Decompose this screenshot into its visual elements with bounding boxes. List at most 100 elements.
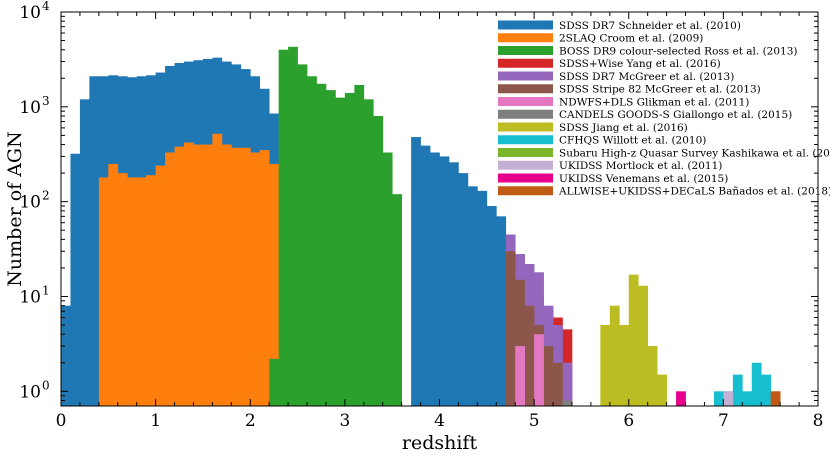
legend-swatch xyxy=(498,148,553,157)
legend: SDSS DR7 Schneider et al. (2010)2SLAQ Cr… xyxy=(498,20,830,198)
x-tick-label: 4 xyxy=(434,411,445,431)
bar-series6-bin48 xyxy=(515,346,526,406)
bar-series9-bin74 xyxy=(761,374,772,406)
y-tick-label-base: 10 xyxy=(19,287,41,307)
legend-swatch xyxy=(498,160,553,170)
bar-series1-bin14 xyxy=(193,144,204,406)
bar-series5-bin51 xyxy=(543,346,554,406)
legend-label: UKIDSS Venemans et al. (2015) xyxy=(559,173,728,185)
y-axis-label: Number of AGN xyxy=(4,131,26,286)
bar-series0-bin3 xyxy=(89,76,100,407)
bar-series1-bin13 xyxy=(184,142,194,407)
y-tick-label-base: 10 xyxy=(19,193,41,213)
bar-series5-bin52 xyxy=(553,362,563,406)
bar-series1-bin8 xyxy=(136,177,147,406)
bar-series5-bin47 xyxy=(505,251,516,406)
bar-series2-bin29 xyxy=(335,97,346,406)
bar-series0-bin37 xyxy=(411,137,421,407)
y-tick-label-exponent: 3 xyxy=(42,94,50,108)
y-tick-label: 10 2 xyxy=(19,189,49,213)
bar-series2-bin25 xyxy=(297,64,308,407)
bar-series1-bin20 xyxy=(250,152,261,406)
bar-series0-bin39 xyxy=(430,152,440,406)
legend-label: SDSS DR7 McGreer et al. (2013) xyxy=(559,71,734,83)
bar-series8-bin57 xyxy=(600,325,611,406)
bar-series1-bin7 xyxy=(127,177,138,406)
bar-series0-bin41 xyxy=(448,162,459,406)
x-axis-label: redshift xyxy=(402,432,478,454)
y-tick-label-exponent: 0 xyxy=(42,378,50,392)
legend-swatch xyxy=(498,135,553,145)
legend-swatch xyxy=(498,186,553,196)
legend-label: SDSS DR7 Schneider et al. (2010) xyxy=(559,20,741,32)
y-tick-label-base: 10 xyxy=(19,382,41,402)
bar-series8-bin59 xyxy=(619,325,630,406)
x-tick-label: 5 xyxy=(529,411,540,431)
bar-series8-bin62 xyxy=(647,346,658,406)
bar-series0-bin42 xyxy=(458,173,469,406)
bar-series1-bin5 xyxy=(108,163,119,406)
legend-label: SDSS+Wise Yang et al. (2016) xyxy=(559,58,721,70)
legend-label: CFHQS Willott et al. (2010) xyxy=(559,135,706,147)
legend-swatch xyxy=(498,58,553,68)
y-tick-label: 10 3 xyxy=(19,94,49,118)
legend-label: UKIDSS Mortlock et al. (2011) xyxy=(559,160,722,172)
bar-series1-bin16 xyxy=(212,133,223,406)
bar-series9-bin73 xyxy=(751,362,762,406)
y-tick-label-exponent: 2 xyxy=(42,189,50,203)
bar-series1-bin15 xyxy=(202,144,213,406)
x-tick-label: 8 xyxy=(813,411,824,431)
bar-series0-bin2 xyxy=(79,99,90,406)
legend-label: NDWFS+DLS Glikman et al. (2011) xyxy=(559,96,749,108)
bar-series1-bin6 xyxy=(117,173,128,406)
legend-swatch xyxy=(498,71,553,81)
legend-swatch xyxy=(498,46,553,55)
bar-series2-bin22 xyxy=(269,358,279,406)
bar-series2-bin35 xyxy=(392,194,402,406)
legend-swatch xyxy=(498,20,553,30)
bar-series5-bin49 xyxy=(524,305,535,406)
bar-series9-bin69 xyxy=(713,391,724,406)
y-tick-label: 10 4 xyxy=(19,0,50,23)
bar-series2-bin33 xyxy=(373,116,384,407)
x-tick-labels: 0 1 2 3 4 5 6 7 8 xyxy=(56,411,824,431)
axis-ticks xyxy=(60,11,819,407)
bar-series0-bin38 xyxy=(420,145,431,407)
legend-label: 2SLAQ Croom et al. (2009) xyxy=(559,33,703,45)
bar-series9-bin71 xyxy=(732,374,743,406)
bar-series2-bin32 xyxy=(363,99,374,406)
bar-series8-bin58 xyxy=(609,305,620,406)
y-tick-label: 10 0 xyxy=(19,378,49,402)
legend-swatch xyxy=(498,97,553,106)
bar-series4-bin53 xyxy=(562,362,573,406)
bar-series1-bin21 xyxy=(259,150,270,406)
legend-label: ALLWISE+UKIDSS+DECaLS Bañados et al. (20… xyxy=(558,186,830,198)
bar-series8-bin63 xyxy=(657,374,667,406)
bar-series6-bin50 xyxy=(534,334,544,406)
bar-series1-bin12 xyxy=(174,146,185,406)
bar-series13-bin75 xyxy=(770,391,781,406)
bar-series1-bin17 xyxy=(221,144,232,406)
bar-series1-bin19 xyxy=(240,147,251,406)
x-tick-label: 3 xyxy=(339,411,350,431)
bar-series0-bin1 xyxy=(70,153,81,406)
y-tick-label: 10 1 xyxy=(19,283,49,307)
bar-series1-bin4 xyxy=(98,177,109,406)
bar-series2-bin31 xyxy=(354,84,365,406)
bar-series2-bin30 xyxy=(344,92,355,406)
legend-label: Subaru High-z Quasar Survey Kashikawa et… xyxy=(559,147,830,159)
x-tick-label: 0 xyxy=(56,411,67,431)
y-tick-label-exponent: 1 xyxy=(42,283,50,297)
bar-series1-bin10 xyxy=(155,165,166,406)
bar-series2-bin34 xyxy=(382,152,393,406)
legend-swatch xyxy=(498,122,553,132)
bar-series11-bin70 xyxy=(723,391,734,406)
bar-series2-bin28 xyxy=(325,90,336,406)
bar-series2-bin27 xyxy=(316,83,327,406)
bar-series5-bin48 xyxy=(515,279,526,406)
histogram-bars xyxy=(61,46,781,407)
x-tick-label: 6 xyxy=(623,411,634,431)
bar-series12-bin65 xyxy=(676,391,686,406)
